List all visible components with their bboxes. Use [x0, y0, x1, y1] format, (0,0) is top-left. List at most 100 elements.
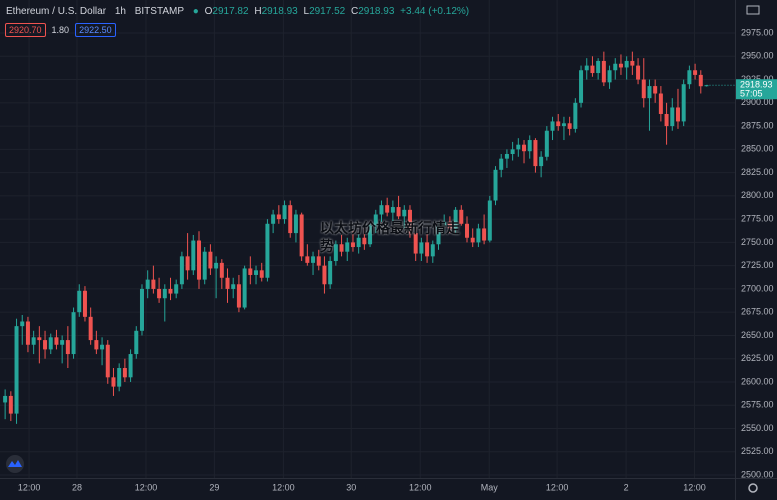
candle-body: [579, 70, 584, 103]
x-tick-label: 12:00: [683, 482, 706, 492]
candle-body: [208, 251, 213, 269]
candle-body: [516, 144, 521, 150]
candle-body: [527, 140, 532, 152]
y-tick-label: 2950.00: [741, 51, 774, 61]
candle-body: [425, 242, 430, 257]
candle-body: [539, 156, 544, 167]
candle-body: [419, 242, 424, 254]
x-tick-label: 12:00: [546, 482, 569, 492]
close-value: 2918.93: [358, 6, 395, 17]
sell-price[interactable]: 2920.70: [5, 23, 46, 37]
candle-body: [37, 337, 42, 341]
close-label: C: [351, 6, 359, 17]
candle-body: [134, 330, 139, 355]
candle-body: [191, 240, 196, 271]
x-tick-label: 2: [624, 482, 629, 492]
candle-body: [271, 214, 276, 224]
candle-body: [328, 261, 333, 285]
candle-body: [65, 340, 70, 355]
y-tick-label: 2625.00: [741, 353, 774, 363]
candle-body: [157, 288, 162, 299]
candle-body: [254, 270, 259, 275]
symbol: Ethereum / U.S. Dollar: [6, 6, 107, 17]
x-tick-label: 28: [72, 482, 82, 492]
candle-body: [356, 237, 361, 248]
candle-body: [77, 290, 82, 313]
open-value: 2917.82: [212, 6, 249, 17]
candle-body: [71, 312, 76, 355]
x-tick-label: 12:00: [409, 482, 432, 492]
y-tick-label: 2900.00: [741, 97, 774, 107]
candle-body: [8, 395, 13, 414]
candle-body: [225, 277, 230, 289]
candle-body: [373, 214, 378, 226]
candle-body: [561, 123, 566, 127]
candle-body: [544, 130, 549, 157]
spread: 1.80: [51, 25, 70, 35]
candle-body: [402, 209, 407, 217]
candles: [3, 51, 709, 424]
y-tick-label: 2700.00: [741, 283, 774, 293]
candle-body: [43, 340, 48, 350]
candle-body: [590, 65, 595, 74]
candle-body: [556, 121, 561, 127]
candle-body: [396, 207, 401, 217]
last-price-tag: [736, 79, 777, 100]
x-tick-label: 12:00: [272, 482, 295, 492]
buy-price[interactable]: 2922.50: [75, 23, 116, 37]
last-price-label: 2918.93: [740, 80, 773, 90]
y-tick-label: 2675.00: [741, 307, 774, 317]
candle-body: [390, 207, 395, 213]
candle-body: [197, 240, 202, 280]
candle-body: [596, 60, 601, 74]
candle-body: [493, 169, 498, 201]
change: +3.44 (+0.12%): [400, 6, 470, 17]
candle-body: [3, 395, 8, 403]
open-label: O: [204, 6, 213, 17]
y-tick-label: 2575.00: [741, 400, 774, 410]
y-tick-label: 2525.00: [741, 446, 774, 456]
interval: 1h: [114, 6, 126, 17]
candle-body: [94, 340, 99, 350]
candle-body: [436, 225, 441, 245]
candle-body: [231, 284, 236, 289]
logo[interactable]: [6, 455, 24, 473]
settings-icon[interactable]: [748, 483, 758, 493]
y-tick-label: 2650.00: [741, 330, 774, 340]
y-tick-label: 2750.00: [741, 237, 774, 247]
x-tick-label: May: [481, 482, 499, 492]
candle-body: [499, 158, 504, 170]
candle-body: [339, 244, 344, 252]
candle-body: [670, 107, 675, 127]
candle-body: [128, 354, 133, 378]
y-tick-label: 2850.00: [741, 144, 774, 154]
axes: 2500.00 2525.00 2550.00 2575.00 2600.00 2625.…: [18, 27, 777, 492]
candle-body: [202, 251, 207, 280]
candle-body: [430, 244, 435, 257]
candle-body: [675, 107, 680, 122]
y-tick-label: 2925.00: [741, 74, 774, 84]
candle-body: [14, 326, 19, 414]
candle-body: [179, 256, 184, 285]
candle-body: [681, 84, 686, 122]
x-tick-label: 29: [209, 482, 219, 492]
candle-body: [368, 225, 373, 245]
candle-body: [88, 316, 93, 341]
candle-body: [465, 223, 470, 238]
low-label: L: [303, 6, 310, 17]
candle-body: [162, 288, 167, 299]
candle-body: [573, 102, 578, 129]
candle-body: [322, 265, 327, 285]
candle-body: [288, 205, 293, 234]
status-dot: ●: [192, 6, 199, 17]
y-tick-label: 2975.00: [741, 27, 774, 37]
candle-body: [693, 70, 698, 75]
candle-body: [151, 279, 156, 289]
candle-body: [618, 63, 623, 68]
candle-body: [265, 223, 270, 278]
axis-menu-icon[interactable]: [746, 5, 760, 15]
candle-body: [630, 60, 635, 66]
